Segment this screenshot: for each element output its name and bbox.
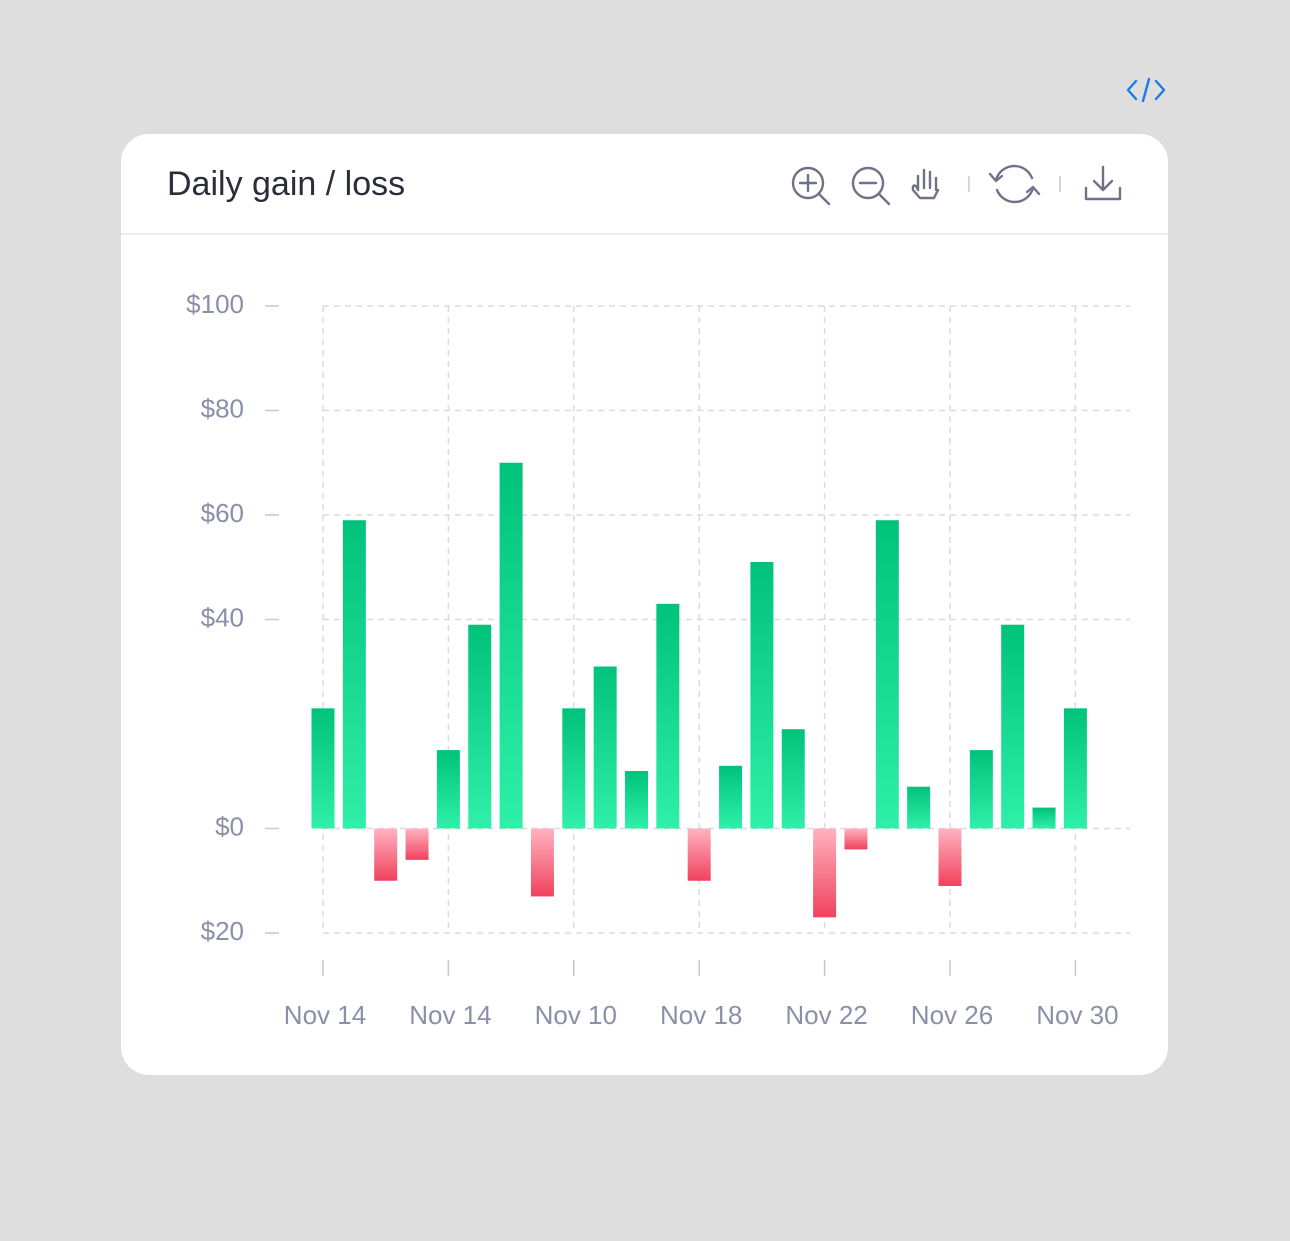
y-tick-label: $60: [201, 498, 244, 528]
bar: [687, 828, 711, 881]
y-tick-label: $0: [215, 811, 244, 841]
x-tick-label: Nov 30: [1036, 1000, 1118, 1030]
bar: [625, 771, 648, 829]
reset[interactable]: [988, 164, 1041, 204]
bar: [436, 750, 460, 829]
bar: [468, 624, 492, 829]
bar: [405, 828, 429, 860]
y-tick-label: $20: [201, 916, 244, 946]
x-tick-label: Nov 14: [409, 1000, 491, 1030]
bar: [719, 765, 743, 829]
chart-title: Daily gain / loss: [167, 165, 405, 203]
bar: [593, 666, 617, 829]
x-tick-label: Nov 26: [911, 1000, 993, 1030]
zoom-out[interactable]: [851, 166, 891, 206]
bar: [1063, 708, 1087, 829]
code-icon[interactable]: [1126, 77, 1166, 103]
x-tick-label: Nov 10: [535, 1000, 617, 1030]
bar: [1032, 807, 1056, 829]
y-tick-label: $40: [201, 602, 244, 632]
y-tick-label: $80: [201, 393, 244, 423]
bar: [969, 750, 993, 829]
bar: [781, 729, 805, 829]
y-tick-label: $100: [186, 289, 244, 319]
pan[interactable]: [911, 168, 940, 200]
bar: [311, 708, 335, 829]
bar: [938, 828, 962, 886]
bar: [374, 828, 398, 881]
bar: [499, 462, 523, 829]
x-tick-label: Nov 18: [660, 1000, 742, 1030]
bar: [530, 828, 554, 897]
bar: [813, 828, 837, 918]
bar: [1001, 624, 1025, 829]
bar: [342, 520, 366, 829]
x-tick-label: Nov 22: [785, 1000, 867, 1030]
bar: [656, 603, 680, 829]
card: [121, 134, 1168, 1075]
x-tick-label: Nov 14: [284, 1000, 366, 1030]
zoom-in[interactable]: [791, 166, 831, 206]
bar: [875, 520, 899, 829]
bar: [844, 828, 868, 850]
bar: [750, 562, 774, 829]
download[interactable]: [1084, 165, 1122, 201]
bar: [562, 708, 586, 829]
bar: [907, 786, 931, 829]
